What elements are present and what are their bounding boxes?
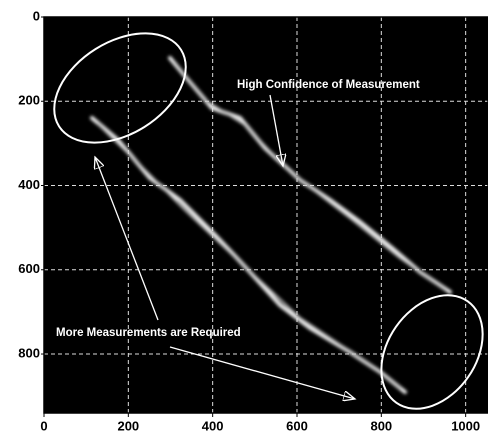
streaks bbox=[90, 56, 452, 394]
y-tick-label: 400 bbox=[18, 177, 40, 192]
x-tick-label: 0 bbox=[40, 418, 47, 433]
annotation: High Confidence of Measurement bbox=[237, 79, 420, 91]
frame bbox=[43, 16, 488, 414]
arrow bbox=[95, 157, 159, 321]
y-tick-label: 600 bbox=[18, 261, 40, 276]
y-tick-label: 200 bbox=[18, 93, 40, 108]
ellipse bbox=[53, 32, 187, 144]
y-tick-label: 800 bbox=[18, 345, 40, 360]
annotation: More Measurements are Required bbox=[56, 327, 241, 339]
x-tick-label: 400 bbox=[202, 418, 224, 433]
arrow bbox=[269, 94, 283, 166]
x-tick-label: 600 bbox=[286, 418, 308, 433]
x-tick-label: 1000 bbox=[451, 418, 480, 433]
y-tick-label: 0 bbox=[33, 8, 40, 23]
grid bbox=[44, 17, 488, 413]
x-tick-label: 800 bbox=[370, 418, 392, 433]
ellipse bbox=[380, 294, 484, 410]
x-tick-label: 200 bbox=[117, 418, 139, 433]
arrow bbox=[169, 346, 355, 399]
